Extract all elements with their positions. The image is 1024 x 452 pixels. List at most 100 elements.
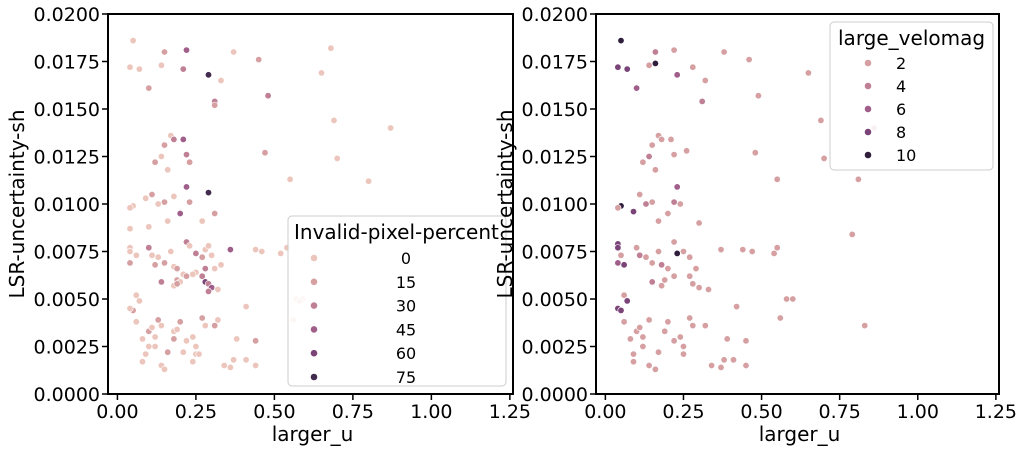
x-tick-label: 0.75 bbox=[819, 401, 861, 423]
data-point bbox=[252, 246, 260, 254]
data-point bbox=[252, 361, 260, 369]
data-point bbox=[214, 316, 222, 324]
data-point bbox=[126, 259, 134, 267]
data-points bbox=[614, 37, 878, 373]
data-point bbox=[629, 208, 637, 216]
data-point bbox=[132, 318, 140, 326]
x-axis-label: larger_u bbox=[759, 422, 841, 446]
legend-label: 45 bbox=[396, 320, 416, 339]
data-point bbox=[645, 61, 653, 69]
data-point bbox=[186, 242, 194, 250]
y-axis-label: LSR-uncertainty-sh bbox=[493, 110, 517, 299]
legend-marker bbox=[310, 254, 318, 262]
legend-label: 60 bbox=[396, 344, 416, 363]
data-point bbox=[648, 198, 656, 206]
data-point bbox=[729, 356, 737, 364]
data-point bbox=[142, 350, 150, 358]
data-point bbox=[198, 217, 206, 225]
data-point bbox=[679, 342, 687, 350]
data-point bbox=[636, 191, 644, 199]
data-point bbox=[848, 230, 856, 238]
data-point bbox=[651, 48, 659, 56]
data-point bbox=[686, 272, 694, 280]
data-point bbox=[198, 253, 206, 261]
data-point bbox=[173, 325, 181, 333]
data-point bbox=[183, 272, 191, 280]
y-tick-label: 0.0150 bbox=[34, 99, 100, 121]
data-point bbox=[776, 314, 784, 322]
data-point bbox=[205, 71, 213, 79]
legend-marker bbox=[310, 349, 318, 358]
data-point bbox=[645, 361, 653, 369]
data-point bbox=[176, 318, 184, 326]
data-point bbox=[189, 270, 197, 278]
x-tick-label: 0.75 bbox=[332, 401, 374, 423]
legend-label: 2 bbox=[896, 54, 906, 73]
data-point bbox=[211, 210, 219, 218]
data-point bbox=[670, 46, 678, 54]
data-point bbox=[255, 56, 263, 64]
data-point bbox=[148, 191, 156, 199]
data-point bbox=[173, 265, 181, 273]
y-tick-label: 0.0175 bbox=[34, 52, 100, 74]
data-point bbox=[327, 44, 335, 52]
data-point bbox=[186, 198, 194, 206]
data-point bbox=[673, 183, 681, 191]
data-point bbox=[645, 316, 653, 324]
data-point bbox=[126, 204, 134, 212]
data-point bbox=[183, 183, 191, 191]
data-point bbox=[689, 63, 697, 71]
data-point bbox=[661, 276, 669, 284]
data-point bbox=[230, 356, 238, 364]
data-point bbox=[189, 333, 197, 341]
data-point bbox=[179, 135, 187, 143]
data-point bbox=[201, 265, 209, 273]
data-point bbox=[170, 135, 178, 143]
legend-marker bbox=[864, 151, 872, 159]
data-point bbox=[617, 37, 625, 45]
data-point bbox=[132, 251, 140, 259]
data-point bbox=[629, 350, 637, 358]
data-point bbox=[689, 322, 697, 330]
data-point bbox=[198, 272, 206, 280]
data-point bbox=[701, 77, 709, 85]
data-point bbox=[157, 153, 165, 161]
data-point bbox=[161, 48, 169, 56]
legend-label: 0 bbox=[401, 249, 411, 268]
data-point bbox=[217, 77, 225, 85]
data-point bbox=[861, 322, 869, 330]
data-point bbox=[157, 322, 165, 330]
data-point bbox=[626, 335, 634, 343]
data-point bbox=[670, 238, 678, 246]
data-point bbox=[164, 217, 172, 225]
data-point bbox=[636, 323, 644, 331]
y-tick-label: 0.0200 bbox=[34, 4, 100, 26]
legend-marker bbox=[864, 105, 872, 113]
data-point bbox=[614, 244, 622, 252]
legend-label: 15 bbox=[396, 273, 416, 292]
x-tick-label: 1.25 bbox=[975, 401, 1017, 423]
data-point bbox=[365, 177, 373, 185]
data-point bbox=[658, 282, 666, 290]
data-point bbox=[135, 297, 143, 305]
left-scatter-panel: 0.00 0.25 0.50 0.75 1.00 1.25 0.0000 0.0025 0.00… bbox=[5, 4, 531, 446]
data-point bbox=[673, 249, 681, 257]
data-point bbox=[689, 280, 697, 288]
data-point bbox=[614, 259, 622, 267]
data-point bbox=[164, 166, 172, 174]
data-point bbox=[192, 249, 200, 257]
data-point bbox=[211, 101, 219, 109]
data-point bbox=[658, 135, 666, 143]
data-point bbox=[679, 248, 687, 256]
data-point bbox=[198, 314, 206, 322]
data-point bbox=[192, 342, 200, 350]
data-point bbox=[139, 335, 147, 343]
data-point bbox=[695, 284, 703, 292]
data-point bbox=[648, 141, 656, 149]
data-point bbox=[252, 337, 260, 345]
y-axis-label: LSR-uncertainty-sh bbox=[5, 110, 29, 299]
data-point bbox=[651, 365, 659, 373]
data-point bbox=[151, 158, 159, 166]
data-point bbox=[258, 248, 266, 256]
